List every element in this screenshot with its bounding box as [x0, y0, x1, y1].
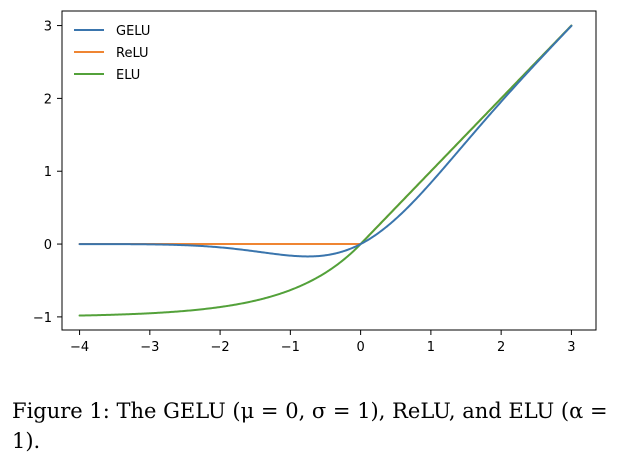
legend-label-elu: ELU	[116, 68, 140, 83]
x-tick-label: −3	[140, 340, 159, 355]
activation-function-chart: −4 −3 −2 −1 0 1 2 3 −1 0 1 2 3 GELU ReLU ELU	[33, 10, 597, 355]
y-tick-label: −1	[33, 311, 52, 326]
figure-caption: Figure 1: The GELU (μ = 0, σ = 1), ReLU,…	[12, 399, 608, 453]
plot-frame	[61, 10, 597, 331]
x-tick-label: 2	[497, 340, 505, 355]
series-layer	[78, 24, 573, 317]
x-tick-label: −1	[281, 340, 300, 355]
x-axis: −4 −3 −2 −1 0 1 2 3	[70, 330, 576, 355]
x-tick-label: 3	[567, 340, 575, 355]
series-line-elu	[78, 24, 573, 317]
y-tick-label: 0	[44, 238, 52, 253]
series-line-relu	[78, 24, 573, 246]
y-tick-label: 2	[44, 92, 52, 107]
legend-label-gelu: GELU	[116, 24, 150, 39]
y-tick-label: 1	[44, 165, 52, 180]
y-axis: −1 0 1 2 3	[33, 20, 62, 326]
x-tick-label: 0	[356, 340, 364, 355]
x-tick-label: 1	[427, 340, 435, 355]
series-line-gelu	[78, 24, 573, 258]
y-tick-label: 3	[44, 20, 52, 35]
x-tick-label: −2	[211, 340, 230, 355]
legend-label-relu: ReLU	[116, 46, 149, 61]
legend: GELU ReLU ELU	[74, 24, 150, 83]
x-tick-label: −4	[70, 340, 89, 355]
